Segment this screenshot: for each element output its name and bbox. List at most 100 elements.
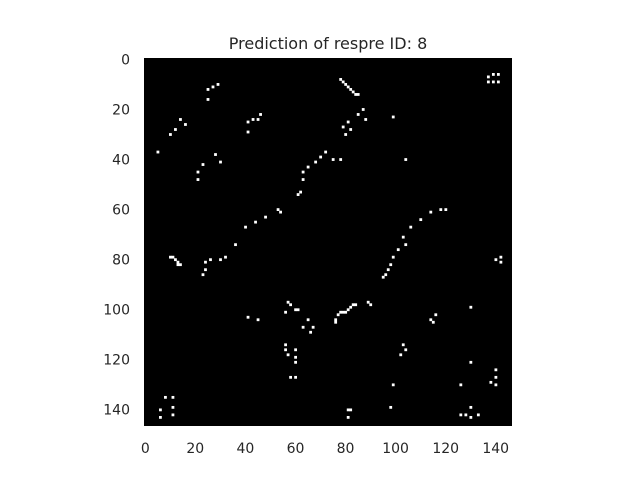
heatmap-cell	[296, 193, 300, 196]
heatmap-cell	[176, 263, 180, 267]
y-tick-label: 0	[121, 52, 130, 68]
heatmap-cell	[289, 375, 292, 379]
heatmap-cell	[174, 128, 177, 131]
x-tick-label: 20	[186, 441, 204, 457]
heatmap-cell	[366, 300, 370, 304]
heatmap-cell	[496, 80, 500, 84]
heatmap-cell	[309, 330, 313, 334]
heatmap-cell	[499, 255, 503, 259]
heatmap-cell	[171, 255, 175, 259]
heatmap-cell	[344, 310, 348, 314]
heatmap-cell	[201, 273, 205, 277]
heatmap-cell	[294, 360, 297, 364]
heatmap-cell	[494, 368, 498, 372]
heatmap-cell	[341, 125, 345, 129]
heatmap-cell	[459, 383, 463, 387]
heatmap-cell	[211, 85, 215, 89]
heatmap-cell	[469, 360, 473, 364]
heatmap-cell	[339, 78, 343, 81]
heatmap-cell	[346, 415, 350, 419]
heatmap-cell	[196, 170, 200, 174]
heatmap-cell	[196, 178, 200, 181]
heatmap-cell	[301, 170, 305, 174]
heatmap-cell	[439, 208, 443, 211]
heatmap-cell	[459, 413, 463, 417]
y-axis-ticks: 0 20 40 60 80 100 120 140	[103, 52, 130, 418]
heatmap-cell	[314, 160, 318, 164]
heatmap-cell	[301, 325, 305, 329]
y-tick-label: 100	[103, 303, 130, 319]
heatmap-cell	[289, 303, 292, 307]
heatmap-cell	[346, 85, 350, 89]
heatmap-cell	[219, 258, 222, 262]
heatmap-cell	[386, 268, 390, 272]
heatmap-cell	[491, 80, 495, 84]
heatmap-cell	[369, 303, 373, 307]
x-axis-ticks: 0 20 40 60 80 100 120 140	[141, 441, 509, 457]
heatmap-cell	[349, 88, 353, 91]
heatmap-cell	[384, 273, 388, 277]
heatmap-cell	[171, 405, 175, 409]
heatmap-cell	[204, 268, 207, 272]
heatmap-cell	[486, 75, 490, 79]
y-tick-label: 60	[112, 203, 130, 219]
heatmap-cell	[344, 133, 348, 136]
heatmap-cell	[301, 178, 305, 181]
heatmap-cell	[404, 348, 408, 352]
heatmap-cell	[396, 248, 400, 252]
heatmap-cell	[336, 313, 340, 317]
heatmap-cell	[256, 318, 260, 322]
heatmap-cell	[351, 303, 355, 307]
heatmap-cell	[294, 348, 297, 352]
heatmap-cell	[381, 275, 385, 279]
heatmap-cell	[334, 320, 338, 324]
heatmap-cell	[331, 158, 335, 161]
heatmap-cell	[279, 210, 282, 214]
heatmap-cell	[496, 73, 500, 76]
heatmap-cell	[404, 243, 408, 247]
heatmap-cell	[356, 93, 360, 96]
heatmap-cell	[169, 255, 172, 259]
heatmap-cells	[156, 73, 503, 419]
heatmap-cell	[389, 405, 393, 409]
heatmap-cell	[476, 413, 480, 417]
y-tick-label: 140	[103, 403, 130, 419]
heatmap-cell	[176, 260, 180, 264]
heatmap-cell	[391, 115, 395, 119]
heatmap-cell	[276, 208, 280, 211]
heatmap-cell	[159, 408, 162, 412]
heatmap-cell	[256, 118, 260, 121]
heatmap-cell	[219, 160, 222, 164]
heatmap-cell	[214, 153, 217, 156]
heatmap-cell	[341, 80, 345, 84]
heatmap-cell	[159, 415, 162, 419]
heatmap-cell	[489, 380, 493, 384]
heatmap-cell	[246, 315, 250, 319]
heatmap-cell	[391, 255, 395, 259]
heatmap-cell	[354, 303, 358, 307]
heatmap-cell	[264, 215, 267, 219]
heatmap-area	[144, 58, 512, 426]
heatmap-cell	[494, 375, 498, 379]
heatmap-cell	[494, 383, 498, 387]
heatmap-cell	[284, 343, 287, 347]
heatmap-cell	[364, 118, 368, 121]
heatmap-cell	[246, 120, 250, 124]
heatmap-cell	[401, 235, 405, 239]
heatmap-cell	[206, 88, 210, 91]
heatmap-cell	[296, 308, 300, 312]
heatmap-cell	[284, 310, 287, 314]
heatmap-cell	[344, 83, 348, 86]
heatmap-cell	[354, 93, 358, 96]
heatmap-cell	[391, 383, 395, 387]
heatmap-cell	[404, 158, 408, 161]
heatmap-cell	[311, 325, 315, 329]
chart-title: Prediction of respre ID: 8	[229, 34, 428, 53]
y-tick-label: 20	[112, 102, 130, 118]
heatmap-cell	[356, 113, 360, 116]
heatmap-cell	[204, 260, 207, 264]
heatmap-cell	[339, 158, 343, 161]
heatmap-cell	[491, 73, 495, 76]
heatmap-cell	[361, 108, 365, 111]
